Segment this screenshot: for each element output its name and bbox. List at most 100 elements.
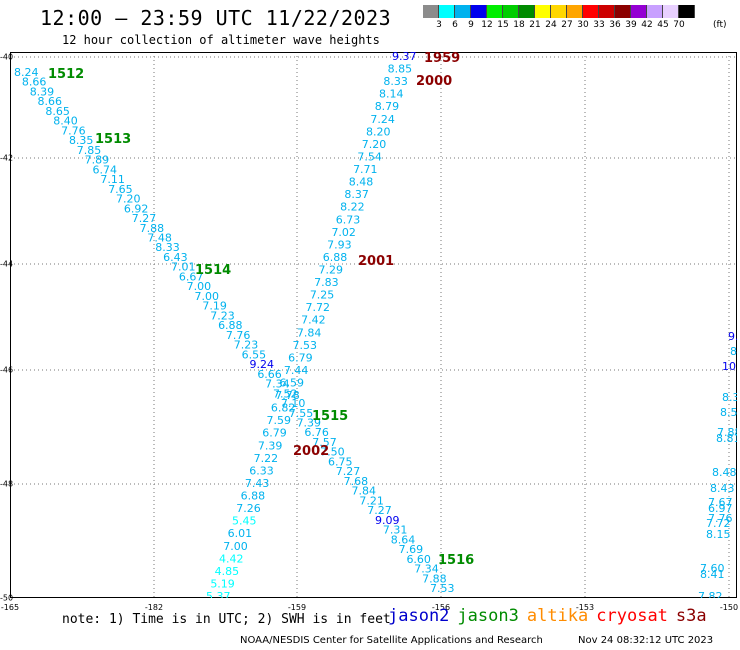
- wave-height-value: 8.85: [388, 63, 413, 76]
- wave-height-value: 6.59: [280, 377, 305, 390]
- wave-height-value: 7.23: [234, 339, 259, 352]
- pass-time-label: 1513: [95, 132, 131, 147]
- wave-height-value: 7.00: [187, 280, 212, 293]
- wave-height-value: 7.67: [708, 496, 733, 509]
- wave-height-value: 7.50: [320, 446, 345, 459]
- wave-height-value: 7.00: [195, 290, 220, 303]
- color-scale-label: 9: [468, 20, 474, 30]
- color-swatch: [679, 5, 695, 18]
- wave-height-value: 6.55: [242, 348, 266, 361]
- pass-time-label: 1515: [312, 409, 348, 424]
- color-swatch: [551, 5, 567, 18]
- wave-height-value: 6.60: [406, 553, 431, 566]
- wave-height-value: 6.76: [304, 426, 329, 439]
- wave-height-value: 8.33: [383, 75, 408, 88]
- wave-height-value: 7.85: [77, 144, 102, 157]
- color-swatch: [599, 5, 615, 18]
- color-scale-label: 70: [673, 20, 685, 30]
- wave-height-value: 7.39: [297, 416, 322, 429]
- wave-height-value: 7.43: [245, 477, 270, 490]
- color-scale-label: 27: [561, 20, 573, 30]
- latitude-tick-label: -46: [0, 365, 14, 375]
- latitude-tick-label: -48: [0, 479, 14, 489]
- wave-height-value: 7.29: [318, 263, 343, 276]
- wave-height-value: 7.68: [344, 475, 369, 488]
- map-plot-area: 8.24 8.66 8.39 8.66 8.65 8.40 7.76 8.35 7.85 7.89…: [10, 52, 737, 598]
- color-scale-label: 24: [545, 20, 557, 30]
- wave-height-value: 7.57: [312, 436, 337, 449]
- color-swatch: [615, 5, 631, 18]
- color-swatch: [535, 5, 551, 18]
- map-subtitle: 12 hour collection of altimeter wave hei…: [62, 33, 380, 47]
- wave-height-value: 7.48: [147, 232, 172, 245]
- wave-height-value: 5.19: [210, 577, 235, 590]
- wave-height-value: 10.90: [722, 360, 737, 373]
- pass-time-label: 1959: [424, 52, 460, 66]
- satellite-legend: jason2 jason3 altika cryosat s3a: [388, 606, 715, 626]
- wave-height-value: 7.53: [293, 339, 318, 352]
- longitude-tick-label: -150: [719, 603, 739, 612]
- wave-height-value: 7.59: [267, 414, 292, 427]
- color-scale-label: 15: [497, 20, 509, 30]
- legend-item: jason3: [457, 606, 519, 626]
- wave-height-value: 7.53: [430, 582, 455, 595]
- wave-height-value: 8.80: [730, 345, 737, 358]
- wave-height-value: 8.48: [349, 176, 374, 189]
- credit-text: NOAA/NESDIS Center for Satellite Applica…: [240, 635, 543, 646]
- wave-height-value: 8.43: [710, 482, 735, 495]
- color-scale-bar: [423, 5, 695, 18]
- wave-height-value: 6.92: [124, 202, 149, 215]
- pass-time-label: 2000: [416, 74, 452, 89]
- wave-height-value: 8.37: [344, 188, 369, 201]
- wave-height-value: 7.82: [698, 590, 723, 598]
- wave-height-value: 8.35: [69, 134, 94, 147]
- wave-height-value: 7.93: [327, 238, 352, 251]
- wave-height-value: 7.84: [352, 485, 377, 498]
- pass-time-label: 1512: [48, 67, 84, 82]
- wave-height-value: 6.73: [336, 213, 361, 226]
- color-swatch: [423, 5, 439, 18]
- wave-height-value: 8.33: [722, 391, 737, 404]
- longitude-tick-label: -156: [431, 603, 451, 612]
- color-swatch: [455, 5, 471, 18]
- wave-height-value: 8.39: [30, 85, 55, 98]
- wave-height-value: 8.41: [700, 568, 725, 581]
- wave-height-value: 7.20: [116, 193, 141, 206]
- pass-time-label: 1514: [195, 263, 231, 278]
- wave-height-value: 7.78: [275, 389, 300, 402]
- wave-height-value: 5.45: [232, 515, 257, 528]
- wave-height-value: 7.84: [297, 326, 322, 339]
- latitude-tick-label: -42: [0, 153, 14, 163]
- color-scale-label: 21: [529, 20, 541, 30]
- wave-height-value: 7.88: [140, 222, 165, 235]
- wave-height-value: 9.24: [249, 358, 273, 371]
- wave-height-value: 6.88: [218, 319, 243, 332]
- color-scale-label: 39: [625, 20, 637, 30]
- wave-height-value: 7.27: [132, 212, 157, 225]
- color-swatch: [567, 5, 583, 18]
- wave-height-value: 6.67: [179, 270, 204, 283]
- wave-height-value: 6.75: [328, 455, 353, 468]
- generated-timestamp: Nov 24 08:32:12 UTC 2023: [578, 635, 714, 646]
- legend-item: cryosat: [596, 606, 668, 626]
- wave-height-value: 7.00: [223, 540, 248, 553]
- wave-height-value: 8.40: [53, 115, 78, 128]
- color-scale-label: 12: [481, 20, 493, 30]
- color-swatch: [631, 5, 647, 18]
- wave-height-value: 7.76: [226, 329, 251, 342]
- color-swatch: [519, 5, 535, 18]
- color-scale-label: 36: [609, 20, 621, 30]
- wave-height-value: 8.48: [712, 466, 737, 479]
- latitude-tick-label: -50: [0, 593, 14, 603]
- color-scale-unit: (ft): [713, 20, 727, 30]
- wave-height-value: 7.88: [422, 572, 447, 585]
- wave-height-value: 8.15: [706, 528, 731, 541]
- longitude-tick-label: -182: [144, 603, 164, 612]
- pass-time-label: 2002: [293, 444, 329, 459]
- wave-height-value: 6.79: [262, 427, 287, 440]
- longitude-tick-label: -159: [287, 603, 307, 612]
- wave-height-value: 7.54: [357, 150, 382, 163]
- wave-height-value: 7.52: [273, 387, 298, 400]
- color-scale-label: 33: [593, 20, 605, 30]
- color-scale-label: 6: [452, 20, 458, 30]
